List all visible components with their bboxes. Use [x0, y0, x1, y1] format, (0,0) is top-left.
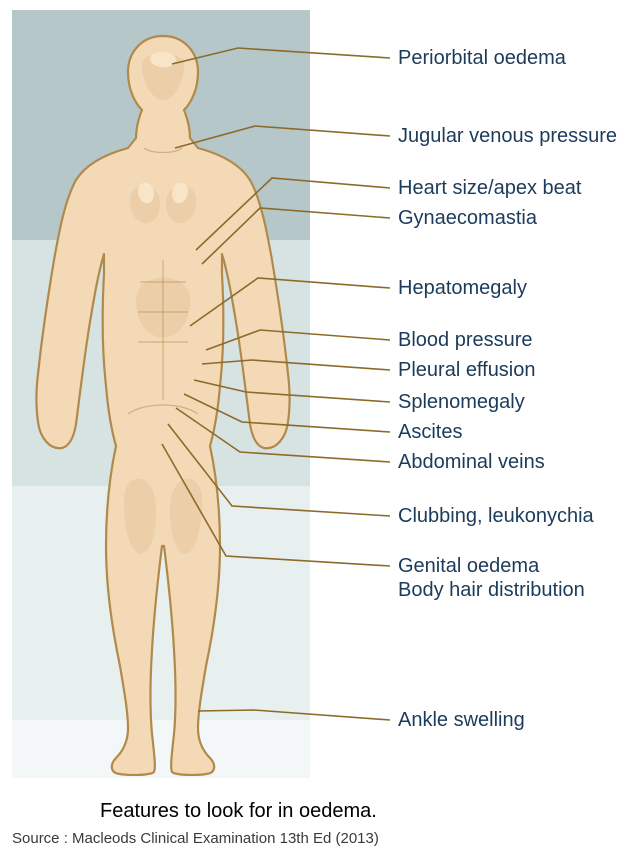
label-heart: Heart size/apex beat [398, 176, 581, 200]
background-panel [12, 240, 310, 486]
caption-source: Source : Macleods Clinical Examination 1… [12, 830, 379, 847]
label-abdominal: Abdominal veins [398, 450, 545, 474]
label-jugular: Jugular venous pressure [398, 124, 617, 148]
label-bloodpressure: Blood pressure [398, 328, 533, 352]
label-ankle: Ankle swelling [398, 708, 525, 732]
background-panel [12, 720, 310, 778]
label-hepatomegaly: Hepatomegaly [398, 276, 527, 300]
label-splenomegaly: Splenomegaly [398, 390, 525, 414]
label-genital: Genital oedema Body hair distribution [398, 554, 585, 602]
label-clubbing: Clubbing, leukonychia [398, 504, 594, 528]
label-gynaecomastia: Gynaecomastia [398, 206, 537, 230]
background-panel [12, 486, 310, 720]
label-periorbital: Periorbital oedema [398, 46, 566, 70]
label-pleural: Pleural effusion [398, 358, 536, 382]
background-panel [12, 10, 310, 240]
label-ascites: Ascites [398, 420, 462, 444]
caption-title: Features to look for in oedema. [100, 800, 377, 823]
